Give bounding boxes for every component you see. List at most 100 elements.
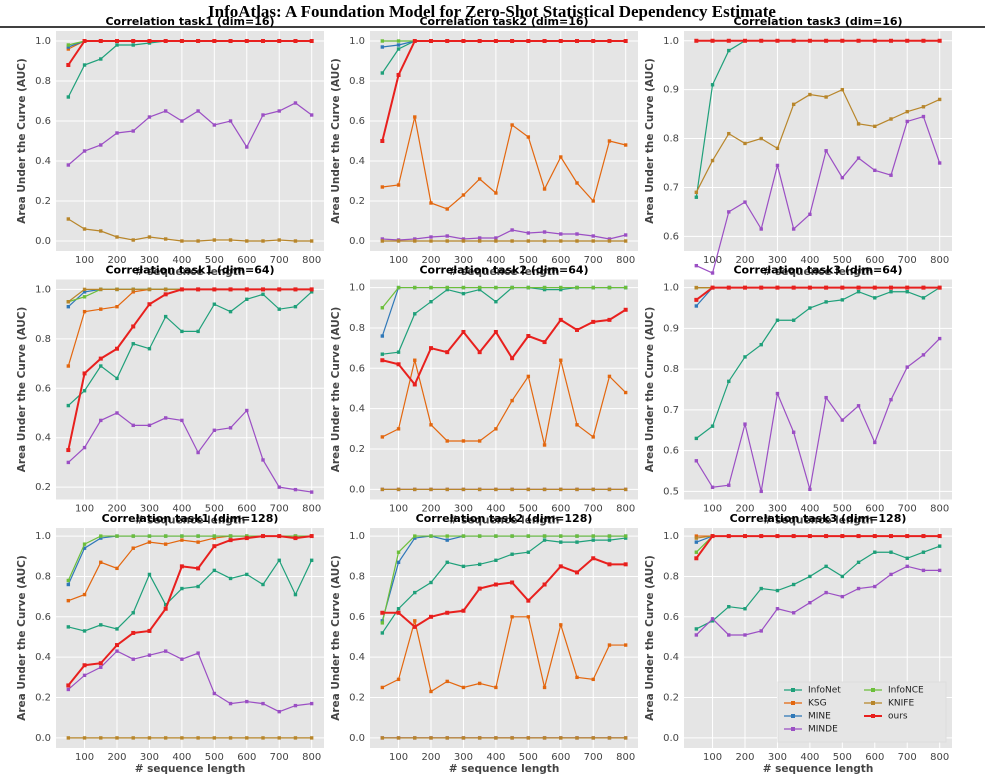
data-point — [66, 687, 71, 692]
data-point — [694, 436, 699, 441]
data-point — [82, 673, 87, 678]
data-point — [131, 290, 135, 294]
data-point — [510, 487, 514, 492]
data-point — [494, 191, 498, 195]
data-point — [99, 143, 103, 147]
data-point — [212, 736, 217, 740]
x-tick-label: 300 — [140, 255, 159, 266]
data-point — [461, 736, 466, 740]
x-tick-label: 300 — [140, 504, 159, 515]
data-point — [380, 631, 385, 635]
data-point — [66, 578, 71, 583]
data-point — [228, 426, 233, 430]
data-point — [228, 538, 233, 543]
data-point — [396, 239, 401, 243]
data-point — [245, 239, 249, 243]
y-tick-label: 1.0 — [663, 36, 679, 47]
data-point — [396, 39, 401, 43]
plot-area — [370, 279, 638, 500]
series-line — [382, 616, 626, 693]
series-line — [695, 565, 940, 636]
data-point — [526, 534, 531, 538]
data-point — [309, 287, 314, 292]
data-point — [856, 290, 861, 294]
data-point — [131, 324, 136, 329]
data-point — [591, 534, 595, 538]
x-tick-label: 200 — [735, 504, 754, 515]
data-point — [791, 227, 796, 231]
data-point — [99, 418, 103, 423]
data-point — [147, 423, 152, 428]
data-point — [575, 39, 580, 43]
data-point — [575, 570, 580, 575]
data-point — [921, 38, 926, 43]
x-tick-label: 700 — [270, 504, 289, 515]
data-point — [591, 319, 596, 324]
data-point — [66, 448, 71, 453]
data-point — [623, 643, 628, 647]
data-point — [873, 584, 877, 589]
legend-marker — [791, 714, 795, 718]
data-point — [228, 309, 233, 314]
data-point — [180, 329, 184, 334]
chart-title: Correlation task3 (dim=64) — [733, 264, 902, 277]
data-point — [82, 389, 87, 393]
data-point — [759, 629, 763, 633]
data-point — [759, 586, 763, 591]
series-line — [67, 291, 313, 407]
data-point — [99, 623, 103, 627]
data-point — [607, 317, 612, 322]
y-tick-label: 0.2 — [35, 482, 51, 493]
data-point — [461, 285, 466, 290]
data-point — [477, 285, 482, 290]
data-point — [461, 329, 466, 334]
data-point — [510, 615, 514, 619]
data-point — [196, 109, 200, 113]
series-line — [381, 535, 626, 623]
data-point — [277, 709, 281, 714]
data-point — [261, 292, 265, 297]
data-point — [526, 239, 531, 243]
chart-title: Correlation task3 (dim=16) — [733, 15, 902, 28]
data-point — [727, 633, 731, 637]
data-point — [937, 544, 942, 548]
data-point — [245, 297, 249, 301]
plot-area — [56, 31, 324, 251]
data-point — [163, 602, 168, 607]
data-point — [413, 590, 417, 595]
data-point — [494, 685, 498, 690]
y-tick-label: 0.0 — [35, 236, 51, 247]
data-point — [526, 285, 531, 290]
data-point — [131, 736, 135, 740]
data-point — [591, 435, 595, 439]
data-point — [413, 285, 417, 290]
data-point — [66, 582, 71, 587]
data-point — [775, 285, 780, 290]
data-point — [607, 237, 612, 241]
data-point — [742, 38, 747, 43]
data-point — [808, 92, 812, 97]
data-point — [542, 230, 547, 234]
x-tick-label: 800 — [616, 752, 635, 763]
x-tick-label: 100 — [703, 255, 722, 266]
data-point — [396, 362, 401, 367]
data-point — [856, 586, 861, 591]
data-point — [856, 122, 861, 126]
legend-label: KSG — [808, 699, 827, 709]
data-point — [380, 185, 385, 189]
data-point — [807, 38, 812, 43]
data-point — [131, 657, 135, 661]
x-tick-label: 700 — [898, 504, 917, 515]
data-point — [791, 430, 796, 434]
plot-area — [684, 279, 952, 500]
y-tick-label: 0.8 — [349, 76, 365, 87]
data-point — [261, 287, 266, 292]
y-tick-label: 0.6 — [35, 383, 51, 394]
data-point — [575, 675, 579, 680]
data-point — [791, 285, 796, 290]
data-point — [413, 534, 417, 538]
data-point — [694, 550, 699, 554]
data-point — [196, 534, 200, 538]
data-point — [163, 237, 168, 241]
data-point — [261, 701, 265, 706]
